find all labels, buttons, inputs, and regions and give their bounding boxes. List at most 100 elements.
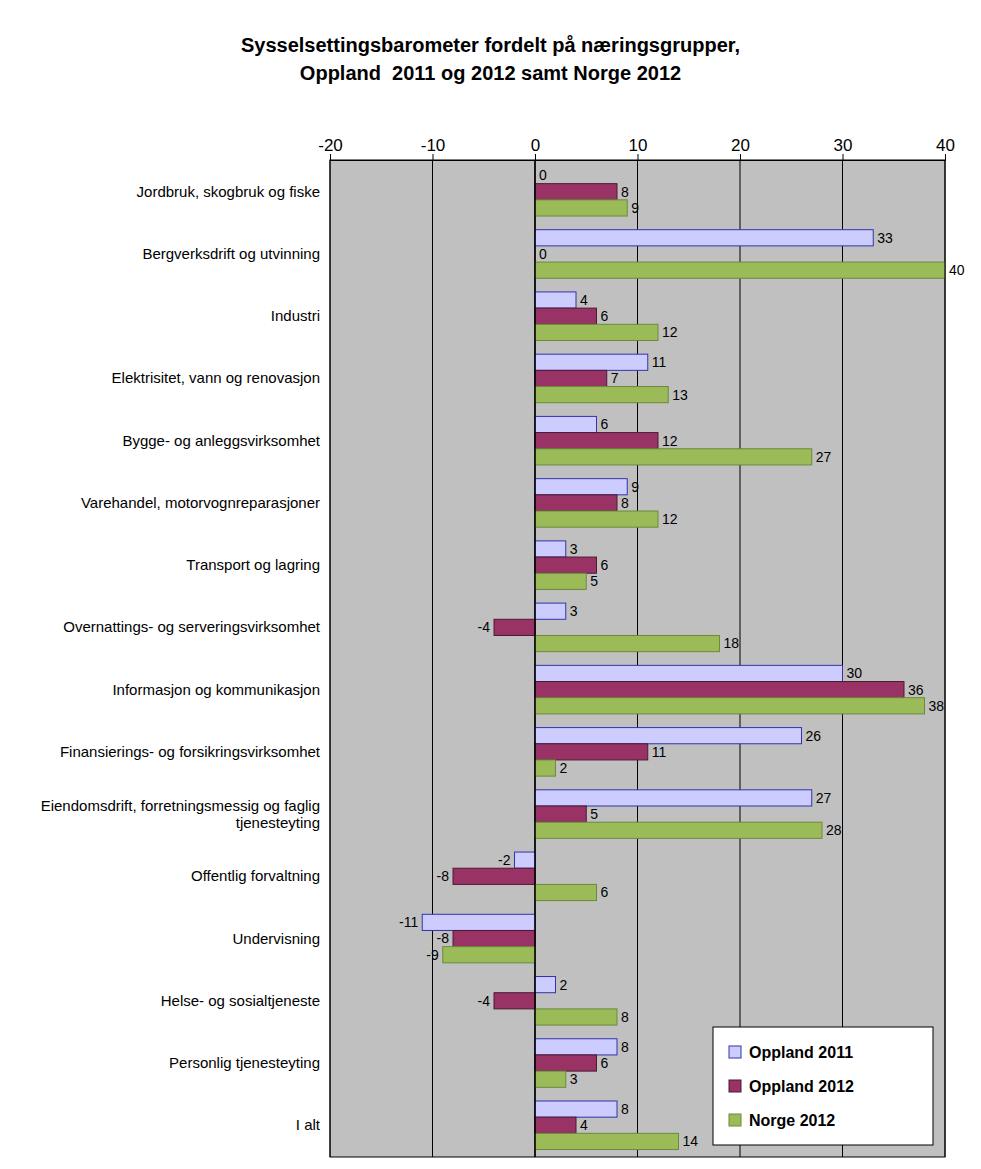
legend-label: Oppland 2011 (749, 1044, 853, 1061)
grid-line (637, 160, 638, 1157)
data-label: 14 (683, 1133, 699, 1149)
bar (535, 573, 586, 589)
bar (535, 806, 586, 822)
category-label: Bygge- og anleggsvirksomhet (122, 432, 320, 449)
data-label: 12 (662, 433, 678, 449)
data-label: 30 (847, 665, 863, 681)
bar (535, 760, 556, 776)
plot-frame (330, 160, 945, 1157)
data-label: 12 (662, 324, 678, 340)
data-label: 6 (601, 884, 609, 900)
bar (535, 884, 597, 900)
legend-label: Oppland 2012 (749, 1078, 854, 1095)
tick-label: 0 (531, 136, 540, 155)
bar (535, 230, 873, 246)
data-label: 11 (652, 744, 667, 760)
bar (535, 728, 802, 744)
legend-item: Oppland 2012 (729, 1078, 854, 1095)
data-label: 8 (621, 495, 629, 511)
data-label: -4 (478, 993, 491, 1009)
data-label: 28 (826, 822, 842, 838)
data-label: 6 (601, 416, 609, 432)
title: Sysselsettingsbarometer fordelt på nærin… (241, 34, 740, 84)
grid (330, 160, 945, 1157)
tick: 0 (531, 136, 540, 160)
data-label: 38 (929, 698, 945, 714)
data-label: 8 (621, 1039, 629, 1055)
legend-item: Norge 2012 (729, 1112, 835, 1129)
bar (494, 619, 535, 635)
data-label: 13 (672, 387, 688, 403)
series-bars (422, 230, 873, 1117)
bar (535, 822, 822, 838)
tick: 40 (936, 136, 955, 160)
tick: 30 (834, 136, 853, 160)
data-label: -2 (498, 852, 511, 868)
tick-label: 10 (629, 136, 648, 155)
bar (535, 1117, 576, 1133)
bar (535, 511, 658, 527)
bar (535, 387, 668, 403)
tick-label: -10 (421, 136, 446, 155)
data-label: 6 (601, 1055, 609, 1071)
data-labels: 0334116933302627-2-1128880671286-436115-… (399, 167, 965, 1149)
bar (535, 790, 812, 806)
category-label: Bergverksdrift og utvinning (142, 245, 320, 262)
plot-area (330, 160, 945, 1157)
bar (535, 977, 556, 993)
data-label: 26 (806, 728, 822, 744)
category-label: Undervisning (232, 930, 320, 947)
data-label: 0 (539, 246, 547, 262)
category-label: I alt (296, 1116, 321, 1133)
data-label: 27 (816, 790, 832, 806)
data-label: 9 (631, 479, 639, 495)
data-label: 3 (570, 541, 578, 557)
data-label: 18 (724, 635, 740, 651)
bar (535, 1039, 617, 1055)
data-label: 5 (590, 573, 598, 589)
data-label: 12 (662, 511, 678, 527)
legend: Oppland 2011 Oppland 2012 Norge 2012 (713, 1027, 933, 1145)
data-label: 3 (570, 603, 578, 619)
data-label: 36 (908, 682, 924, 698)
bar (535, 292, 576, 308)
tick: 10 (629, 136, 648, 160)
bar (422, 914, 535, 930)
bar (535, 433, 658, 449)
grid-line (740, 160, 741, 1157)
bar (535, 479, 627, 495)
grid-line (842, 160, 843, 1157)
bar (453, 930, 535, 946)
bars (422, 184, 945, 1150)
chart: Sysselsettingsbarometer fordelt på nærin… (0, 0, 981, 1169)
bar (535, 354, 648, 370)
data-label: -8 (437, 868, 450, 884)
data-label: 8 (621, 1101, 629, 1117)
data-label: 2 (560, 977, 568, 993)
bar (535, 698, 925, 714)
bar (453, 868, 535, 884)
legend-swatch (729, 1046, 741, 1058)
data-label: 8 (621, 184, 629, 200)
bar (535, 744, 648, 760)
category-label: Informasjon og kommunikasjon (112, 681, 320, 698)
bar (535, 324, 658, 340)
data-label: 4 (580, 1117, 588, 1133)
data-label: 11 (652, 354, 667, 370)
bar (535, 370, 607, 386)
bar (535, 262, 945, 278)
category-label: Eiendomsdrift, forretningsmessig og fagl… (41, 797, 320, 831)
bar (535, 184, 617, 200)
bar (535, 1009, 617, 1025)
category-label: Personlig tjenesteyting (169, 1054, 320, 1071)
data-label: 3 (570, 1071, 578, 1087)
bar (535, 1101, 617, 1117)
category-label: Transport og lagring (186, 556, 320, 573)
legend-item: Oppland 2011 (729, 1044, 853, 1061)
bar (535, 495, 617, 511)
data-label: 27 (816, 449, 832, 465)
data-label: 0 (539, 167, 547, 183)
series-bars (453, 184, 904, 1134)
legend-swatch (729, 1080, 741, 1092)
grid-line (535, 160, 536, 1157)
